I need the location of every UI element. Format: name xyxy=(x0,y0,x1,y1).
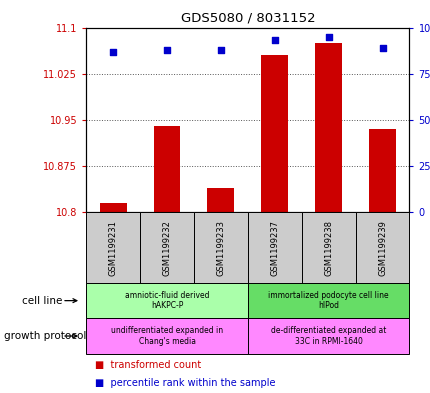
Point xyxy=(378,45,385,51)
Text: ■  transformed count: ■ transformed count xyxy=(95,360,201,371)
Text: GSM1199237: GSM1199237 xyxy=(270,220,279,275)
Text: growth protocol: growth protocol xyxy=(4,331,86,341)
Bar xyxy=(207,187,234,212)
Bar xyxy=(247,212,301,283)
Bar xyxy=(99,203,126,212)
Bar xyxy=(301,212,355,283)
Bar xyxy=(368,129,395,212)
Text: GSM1199233: GSM1199233 xyxy=(216,220,225,275)
Bar xyxy=(86,212,140,283)
Bar xyxy=(314,43,341,212)
Text: GSM1199232: GSM1199232 xyxy=(162,220,171,275)
Point xyxy=(271,37,278,44)
Text: GSM1199239: GSM1199239 xyxy=(377,220,386,275)
Bar xyxy=(153,126,180,212)
Text: GSM1199238: GSM1199238 xyxy=(323,220,332,275)
Point xyxy=(324,33,331,40)
Bar xyxy=(261,55,288,212)
Bar xyxy=(247,283,408,318)
Bar xyxy=(355,212,408,283)
Text: immortalized podocyte cell line
hIPod: immortalized podocyte cell line hIPod xyxy=(268,291,388,310)
Bar xyxy=(86,318,247,354)
Bar xyxy=(247,318,408,354)
Bar xyxy=(86,283,247,318)
Text: de-differentiated expanded at
33C in RPMI-1640: de-differentiated expanded at 33C in RPM… xyxy=(270,326,385,346)
Text: amniotic-fluid derived
hAKPC-P: amniotic-fluid derived hAKPC-P xyxy=(124,291,209,310)
Text: ■  percentile rank within the sample: ■ percentile rank within the sample xyxy=(95,378,275,388)
Text: cell line: cell line xyxy=(22,296,62,306)
Title: GDS5080 / 8031152: GDS5080 / 8031152 xyxy=(180,12,314,25)
Bar xyxy=(140,212,194,283)
Text: GSM1199231: GSM1199231 xyxy=(108,220,117,275)
Bar xyxy=(194,212,247,283)
Point xyxy=(217,46,224,53)
Point xyxy=(109,48,116,55)
Text: undifferentiated expanded in
Chang's media: undifferentiated expanded in Chang's med… xyxy=(111,326,223,346)
Point xyxy=(163,46,170,53)
